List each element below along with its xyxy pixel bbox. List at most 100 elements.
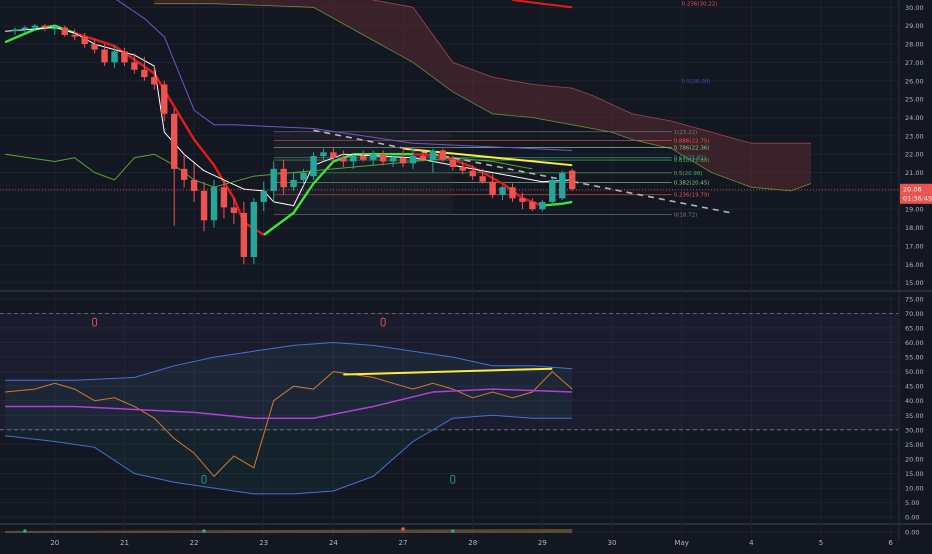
candle-bear [230,207,238,213]
candle-bear [280,168,287,188]
y-tick-label: 17.00 [905,242,924,250]
candle-bear [200,190,208,221]
cloud-area [154,0,811,191]
candle-bear [41,25,49,28]
candle-bull [549,179,556,202]
candle-bear [379,154,387,162]
fib-level-label: 0.65(21.81) [674,156,706,162]
y-tick-label: 30.00 [905,426,924,434]
candle-bear [489,181,496,195]
y-tick-label: 29.00 [905,22,924,30]
x-tick-label: 5 [819,539,823,547]
candle-bull [350,156,357,162]
oscillator-bull-dot [451,529,455,533]
y-tick-label: 30.00 [905,4,924,12]
fib-level-label: 0.618(21.68) [674,158,710,164]
misc-label: 0.5(26.00) [682,79,711,85]
candle-bear [469,170,476,177]
current-price-value: 20.06 [903,185,922,193]
fib-level-label: 0.786(22.36) [674,146,710,152]
x-tick-label: 30 [608,539,617,547]
x-tick-label: 29 [538,539,547,547]
candle-bear [91,44,98,50]
candle-bear [340,157,347,162]
y-tick-label: 55.00 [905,354,924,362]
y-tick-label: 18.00 [905,224,924,232]
x-tick-label: 22 [190,539,199,547]
y-tick-label: 25.00 [905,96,924,104]
rsi-orange-line [5,370,573,478]
candle-bear [131,62,138,70]
cloud-blue-line [116,0,573,151]
x-tick-label: 24 [329,539,338,547]
oscillator-bear-dot [401,527,405,531]
x-tick-label: 28 [468,539,477,547]
fib-level-label: 0.382(20.45) [674,181,710,187]
candle-bear [190,179,198,191]
candle-bull [31,25,39,28]
y-tick-label: 50.00 [905,368,924,376]
y-tick-label: 40.00 [905,397,924,405]
countdown-value: 01:36:45 [903,194,932,202]
candle-bear [151,77,158,85]
y-tick-label: 25.00 [905,441,924,449]
candle-bull [389,157,397,162]
y-tick-label: 20.00 [905,455,924,463]
candle-bull [210,187,218,221]
y-tick-label: 70.00 [905,310,924,318]
y-tick-label: 15.00 [905,470,924,478]
candle-bear [161,84,168,114]
candle-bull [111,51,118,63]
cloud-lower-line [154,3,812,192]
candle-bull [250,201,257,257]
candle-bear [240,212,248,257]
x-tick-label: 4 [749,539,754,547]
candle-bear [141,69,148,78]
candle-bear [459,167,466,171]
fib-level-label: 0.5(20.98) [674,171,703,177]
y-tick-label: 75.00 [905,295,924,303]
candle-bear [180,168,188,180]
bear-signal-icon [92,317,98,327]
candle-bear [360,156,367,160]
y-tick-label: 5.00 [905,499,919,507]
y-tick-label: 10.00 [905,485,924,493]
candle-bear [61,27,68,35]
candle-bull [270,168,277,191]
y-tick-label: 45.00 [905,383,924,391]
candle-bull [370,154,377,160]
candle-bull [499,187,506,195]
x-tick-label: May [674,539,688,547]
misc-label: 0.236(30.22) [682,2,718,8]
ma-green-line [542,200,573,207]
y-tick-label: 16.00 [905,261,924,269]
candle-bear [519,198,526,202]
x-tick-label: 6 [888,539,893,547]
y-tick-label: 19.00 [905,206,924,214]
candle-bull [559,172,566,199]
y-tick-label: 24.00 [905,114,924,122]
candle-bear [509,187,516,199]
y-tick-label: 26.00 [905,77,924,85]
oscillator-area [5,529,573,533]
candle-bear [399,157,407,164]
fib-level-label: 1(23.22) [674,130,698,136]
bull-signal-icon [450,474,456,484]
candle-bull [260,190,267,202]
trendline [313,129,732,214]
x-tick-label: 23 [259,539,268,547]
candle-bull [290,179,297,188]
y-tick-label: 35.00 [905,412,924,420]
fib-level-label: 0(18.72) [674,212,698,218]
x-tick-label: 20 [50,539,59,547]
y-tick-label: 28.00 [905,41,924,49]
candle-bear [81,36,88,45]
candle-bull [51,27,58,30]
candle-bear [101,49,108,63]
y-tick-label: 0.00 [905,514,919,522]
y-tick-label: 21.00 [905,169,924,177]
oscillator-bull-dot [23,529,27,533]
cloud-upper-line [371,0,811,144]
